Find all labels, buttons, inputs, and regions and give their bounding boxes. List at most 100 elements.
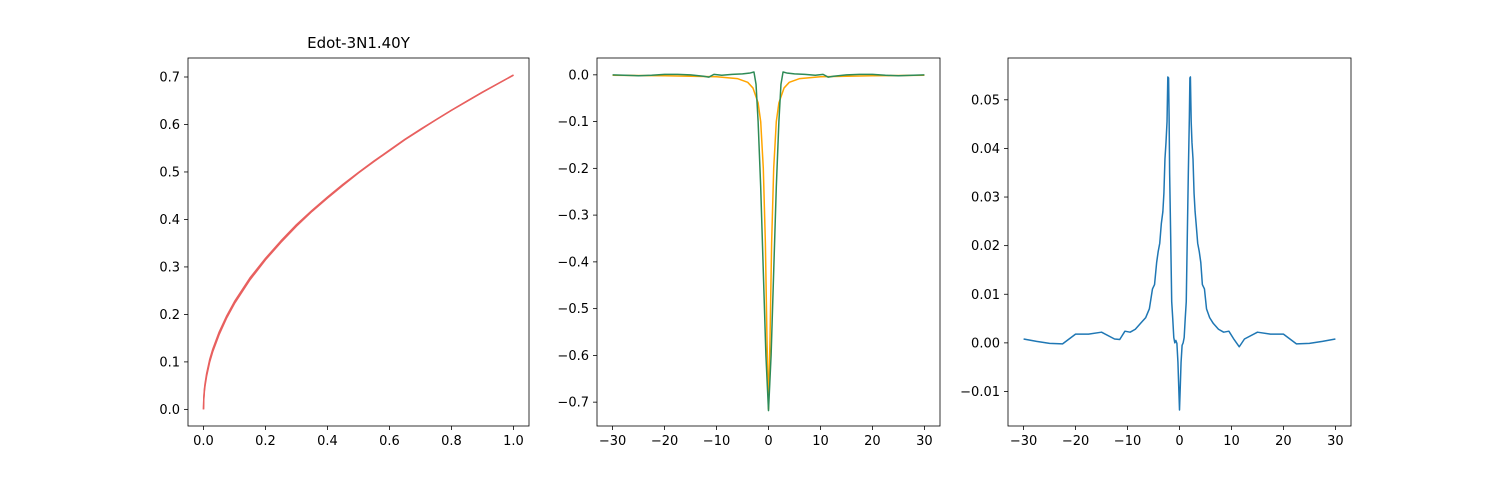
y-tick-label: −0.01 (960, 385, 1000, 400)
x-tick: −30 (1010, 426, 1037, 449)
series-line-0 (1023, 76, 1336, 411)
y-tick-label: −0.7 (557, 396, 589, 411)
x-tick: −30 (599, 426, 626, 449)
series-line-0 (202, 74, 514, 410)
y-tick: −0.7 (557, 396, 597, 411)
x-tick-label: −20 (1062, 434, 1089, 449)
y-tick-label: 0.0 (159, 403, 180, 418)
y-tick: −0.2 (557, 162, 597, 177)
series-line-0 (612, 74, 925, 410)
y-tick: 0.3 (159, 260, 188, 275)
series-group (1023, 76, 1336, 411)
y-tick: −0.01 (960, 385, 1008, 400)
y-tick-label: 0.6 (159, 118, 180, 133)
x-tick-label: 0.4 (317, 434, 338, 449)
x-tick-label: 0 (764, 434, 772, 449)
y-tick-label: 0.01 (971, 288, 1000, 303)
y-tick-label: 0.2 (159, 308, 180, 323)
x-tick-label: 0 (1175, 434, 1183, 449)
y-tick: −0.1 (557, 115, 597, 130)
y-tick-label: 0.02 (971, 239, 1000, 254)
series-line-1 (612, 71, 925, 412)
x-tick: 0.8 (441, 426, 462, 449)
x-tick: 10 (1223, 426, 1240, 449)
x-tick-label: 10 (1223, 434, 1240, 449)
x-tick-label: 20 (1275, 434, 1292, 449)
y-tick: 0.00 (971, 336, 1008, 351)
panel-left: 0.0 0.2 0.4 0.6 0.8 1.0 0.0 0.1 0.2 0.3 0.4 0.5 0.6 0… (159, 34, 530, 449)
x-tick-label: −10 (703, 434, 730, 449)
panel-right: −30 −20 −10 0 10 20 30 −0.01 0.00 0.01 0.02 0.03 0.0… (960, 57, 1352, 449)
x-tick: 0.0 (193, 426, 214, 449)
y-tick: 0.0 (568, 68, 597, 83)
x-tick-label: 0.0 (193, 434, 214, 449)
y-tick: 0.02 (971, 239, 1008, 254)
panel-middle: −30 −20 −10 0 10 20 30 0.0 −0.1 −0.2 −0.3 −0.4 −0.5 −… (557, 57, 941, 449)
x-tick-label: −10 (1114, 434, 1141, 449)
y-tick: 0.05 (971, 93, 1008, 108)
y-tick: 0.6 (159, 118, 188, 133)
y-tick-label: 0.04 (971, 142, 1000, 157)
x-tick-label: 0.2 (255, 434, 276, 449)
x-tick-label: 0.6 (379, 434, 400, 449)
y-tick-label: −0.2 (557, 162, 589, 177)
x-tick: 0 (1175, 426, 1184, 449)
y-tick: 0.01 (971, 288, 1008, 303)
y-tick-label: 0.00 (971, 336, 1000, 351)
x-tick: −10 (703, 426, 730, 449)
axes-frame (1007, 57, 1352, 427)
x-tick: −20 (651, 426, 678, 449)
y-tick-label: 0.5 (159, 165, 180, 180)
y-tick: 0.4 (159, 213, 188, 228)
y-tick-label: 0.3 (159, 260, 180, 275)
x-tick: 30 (916, 426, 933, 449)
series-group (612, 71, 925, 412)
x-tick: −20 (1062, 426, 1089, 449)
x-tick: 0.2 (255, 426, 276, 449)
axes-frame (187, 57, 530, 427)
y-tick: 0.04 (971, 142, 1008, 157)
y-tick-label: 0.03 (971, 191, 1000, 206)
x-tick-label: −30 (1010, 434, 1037, 449)
y-tick: −0.6 (557, 349, 597, 364)
y-tick-label: −0.1 (557, 115, 589, 130)
y-tick-label: 0.05 (971, 93, 1000, 108)
y-tick: −0.5 (557, 302, 597, 317)
x-tick: 0.4 (317, 426, 338, 449)
y-tick-label: −0.5 (557, 302, 589, 317)
x-tick: 0.6 (379, 426, 400, 449)
y-tick-label: 0.0 (568, 68, 589, 83)
chart-title: Edot-3N1.40Y (307, 34, 411, 52)
y-tick: 0.2 (159, 308, 188, 323)
y-tick-label: −0.6 (557, 349, 589, 364)
y-tick-label: −0.3 (557, 209, 589, 224)
y-tick: 0.5 (159, 165, 188, 180)
x-tick-label: 30 (916, 434, 933, 449)
y-tick-label: −0.4 (557, 255, 589, 270)
x-tick: −10 (1114, 426, 1141, 449)
x-tick-label: 0.8 (441, 434, 462, 449)
x-tick: 30 (1327, 426, 1344, 449)
y-tick-label: 0.4 (159, 213, 180, 228)
y-tick-label: 0.7 (159, 70, 180, 85)
x-tick-label: −30 (599, 434, 626, 449)
x-tick: 20 (1275, 426, 1292, 449)
series-line-1 (202, 74, 514, 410)
x-tick-label: 10 (812, 434, 829, 449)
axes-frame (596, 57, 941, 427)
x-tick: 10 (812, 426, 829, 449)
y-tick: 0.0 (159, 403, 188, 418)
x-tick: 20 (864, 426, 881, 449)
y-tick: 0.1 (159, 355, 188, 370)
x-tick-label: 20 (864, 434, 881, 449)
x-tick: 1.0 (503, 426, 524, 449)
y-tick: −0.3 (557, 209, 597, 224)
x-tick-label: 30 (1327, 434, 1344, 449)
y-tick: 0.7 (159, 70, 188, 85)
y-tick-label: 0.1 (159, 355, 180, 370)
x-tick-label: 1.0 (503, 434, 524, 449)
y-tick: 0.03 (971, 191, 1008, 206)
series-group (202, 74, 514, 410)
y-tick: −0.4 (557, 255, 597, 270)
